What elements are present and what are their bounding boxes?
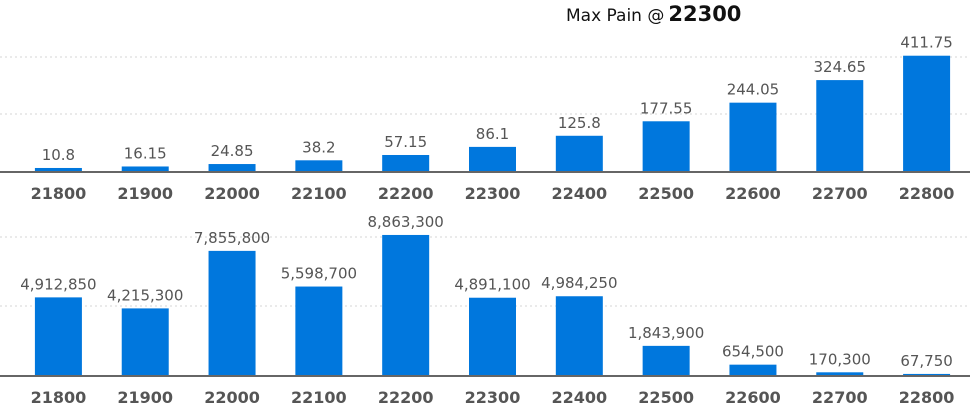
bar[interactable] <box>642 345 690 375</box>
data-label: 86.1 <box>476 125 509 143</box>
data-label: 8,863,300 <box>368 213 444 231</box>
data-label: 125.8 <box>558 114 601 132</box>
bar[interactable] <box>903 373 951 375</box>
x-tick-label: 22300 <box>465 184 521 203</box>
x-tick-label: 22200 <box>378 184 434 203</box>
bar[interactable] <box>903 55 951 171</box>
bar[interactable] <box>469 146 516 171</box>
x-tick-label: 22400 <box>551 184 607 203</box>
x-tick-label: 22000 <box>204 184 260 203</box>
bar[interactable] <box>295 160 343 171</box>
x-tick-label: 22700 <box>812 388 868 407</box>
data-label: 7,855,800 <box>194 229 270 247</box>
bar[interactable] <box>469 297 516 375</box>
x-tick-label: 21800 <box>31 388 87 407</box>
data-label: 38.2 <box>302 138 335 156</box>
data-label: 244.05 <box>727 81 780 99</box>
data-label: 10.8 <box>42 146 75 164</box>
data-label: 411.75 <box>900 34 953 52</box>
data-label: 170,300 <box>809 350 871 368</box>
chart-panel-2: 4,912,850 21800 4,215,300 21900 7,855,800 220… <box>0 213 970 407</box>
bar[interactable] <box>208 164 256 171</box>
x-tick-label: 22400 <box>551 388 607 407</box>
x-tick-label: 22300 <box>465 388 521 407</box>
data-label: 57.15 <box>384 133 427 151</box>
x-tick-label: 22600 <box>725 184 781 203</box>
bar[interactable] <box>34 167 82 171</box>
x-tick-label: 21900 <box>117 388 173 407</box>
data-label: 4,891,100 <box>454 276 530 294</box>
x-tick-label: 22800 <box>899 184 955 203</box>
data-label: 16.15 <box>124 144 167 162</box>
chart-header: Max Pain @22300 <box>0 0 970 36</box>
x-tick-label: 21800 <box>31 184 87 203</box>
data-label: 4,912,850 <box>20 275 96 293</box>
chart-panel-1: 10.8 21800 16.15 21900 24.85 22000 38.2 22100 57… <box>0 34 970 203</box>
bar[interactable] <box>816 80 864 171</box>
x-tick-label: 22100 <box>291 388 347 407</box>
max-pain-value: 22300 <box>668 2 742 26</box>
data-label: 654,500 <box>722 343 784 361</box>
data-label: 324.65 <box>814 58 867 76</box>
max-pain-title: Max Pain @22300 <box>566 2 741 26</box>
bar[interactable] <box>121 166 169 171</box>
data-label: 4,984,250 <box>541 274 617 292</box>
x-tick-label: 22000 <box>204 388 260 407</box>
bar[interactable] <box>642 121 690 171</box>
x-tick-label: 22600 <box>725 388 781 407</box>
bar[interactable] <box>729 102 777 171</box>
data-label: 1,843,900 <box>628 324 704 342</box>
x-tick-label: 21900 <box>117 184 173 203</box>
x-tick-label: 22100 <box>291 184 347 203</box>
x-tick-label: 22500 <box>638 184 694 203</box>
bar[interactable] <box>816 372 864 375</box>
x-tick-label: 22700 <box>812 184 868 203</box>
bar[interactable] <box>382 154 430 171</box>
x-tick-label: 22800 <box>899 388 955 407</box>
bar[interactable] <box>208 250 256 375</box>
bar[interactable] <box>295 286 343 375</box>
data-label: 5,598,700 <box>281 265 357 283</box>
bar[interactable] <box>729 364 777 375</box>
bar[interactable] <box>555 296 603 375</box>
bar[interactable] <box>382 234 430 375</box>
x-tick-label: 22500 <box>638 388 694 407</box>
x-tick-label: 22200 <box>378 388 434 407</box>
data-label: 24.85 <box>211 142 254 160</box>
data-label: 4,215,300 <box>107 286 183 304</box>
data-label: 177.55 <box>640 99 693 117</box>
data-label: 67,750 <box>900 352 953 370</box>
max-pain-label: Max Pain @ <box>566 6 665 26</box>
bar[interactable] <box>121 308 169 375</box>
bar[interactable] <box>555 135 603 171</box>
bar[interactable] <box>34 297 82 375</box>
